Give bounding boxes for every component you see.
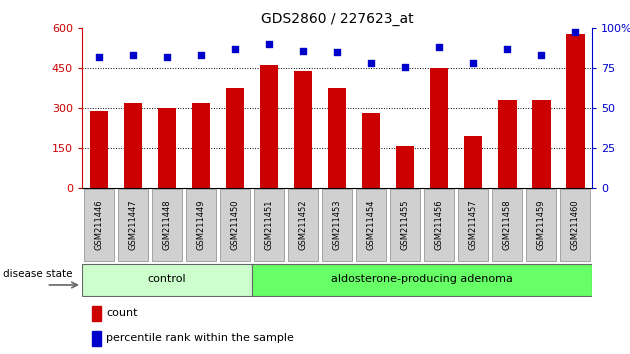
Text: GSM211454: GSM211454	[367, 200, 375, 250]
FancyBboxPatch shape	[458, 189, 488, 261]
Point	[196, 53, 206, 58]
FancyBboxPatch shape	[356, 189, 386, 261]
Bar	[328, 88, 347, 188]
Bar	[430, 68, 449, 188]
Text: GSM211446: GSM211446	[94, 199, 103, 250]
Title: GDS2860 / 227623_at: GDS2860 / 227623_at	[261, 12, 413, 26]
FancyBboxPatch shape	[186, 189, 216, 261]
Text: disease state: disease state	[3, 269, 72, 279]
FancyBboxPatch shape	[252, 264, 592, 296]
FancyBboxPatch shape	[390, 189, 420, 261]
Point	[298, 48, 308, 53]
Point	[94, 54, 104, 60]
Text: GSM211460: GSM211460	[571, 199, 580, 250]
Bar	[464, 136, 483, 188]
Point	[366, 61, 376, 66]
Point	[162, 54, 172, 60]
Bar	[362, 113, 381, 188]
Bar	[92, 306, 101, 321]
Text: GSM211453: GSM211453	[333, 199, 341, 250]
FancyBboxPatch shape	[424, 189, 454, 261]
FancyBboxPatch shape	[118, 189, 148, 261]
Point	[400, 64, 410, 69]
Text: GSM211449: GSM211449	[197, 200, 205, 250]
Point	[264, 41, 274, 47]
Point	[570, 29, 580, 34]
Text: GSM211457: GSM211457	[469, 199, 478, 250]
FancyBboxPatch shape	[288, 189, 318, 261]
FancyBboxPatch shape	[152, 189, 182, 261]
Text: GSM211451: GSM211451	[265, 200, 273, 250]
FancyBboxPatch shape	[526, 189, 556, 261]
Bar	[158, 108, 176, 188]
Point	[230, 46, 240, 52]
Bar	[532, 100, 551, 188]
Text: GSM211448: GSM211448	[163, 199, 171, 250]
FancyBboxPatch shape	[220, 189, 250, 261]
Point	[128, 53, 138, 58]
Bar	[498, 100, 517, 188]
FancyBboxPatch shape	[322, 189, 352, 261]
Text: count: count	[106, 308, 138, 318]
Text: GSM211452: GSM211452	[299, 200, 307, 250]
Text: GSM211447: GSM211447	[129, 199, 137, 250]
Text: control: control	[147, 274, 186, 284]
Bar	[294, 71, 312, 188]
Text: GSM211459: GSM211459	[537, 200, 546, 250]
Point	[332, 50, 342, 55]
FancyBboxPatch shape	[492, 189, 522, 261]
FancyBboxPatch shape	[82, 264, 252, 296]
Point	[468, 61, 478, 66]
Text: percentile rank within the sample: percentile rank within the sample	[106, 333, 294, 343]
Bar	[192, 103, 210, 188]
Bar	[123, 103, 142, 188]
Bar	[260, 65, 278, 188]
Bar	[226, 88, 244, 188]
Bar	[396, 147, 415, 188]
Point	[434, 45, 444, 50]
Text: GSM211458: GSM211458	[503, 199, 512, 250]
Point	[536, 53, 546, 58]
Text: aldosterone-producing adenoma: aldosterone-producing adenoma	[331, 274, 513, 284]
FancyBboxPatch shape	[84, 189, 114, 261]
Point	[502, 46, 512, 52]
FancyBboxPatch shape	[254, 189, 284, 261]
Bar	[92, 331, 101, 346]
FancyBboxPatch shape	[560, 189, 590, 261]
Text: GSM211455: GSM211455	[401, 200, 410, 250]
Bar	[566, 34, 585, 188]
Bar	[89, 110, 108, 188]
Text: GSM211450: GSM211450	[231, 200, 239, 250]
Text: GSM211456: GSM211456	[435, 199, 444, 250]
